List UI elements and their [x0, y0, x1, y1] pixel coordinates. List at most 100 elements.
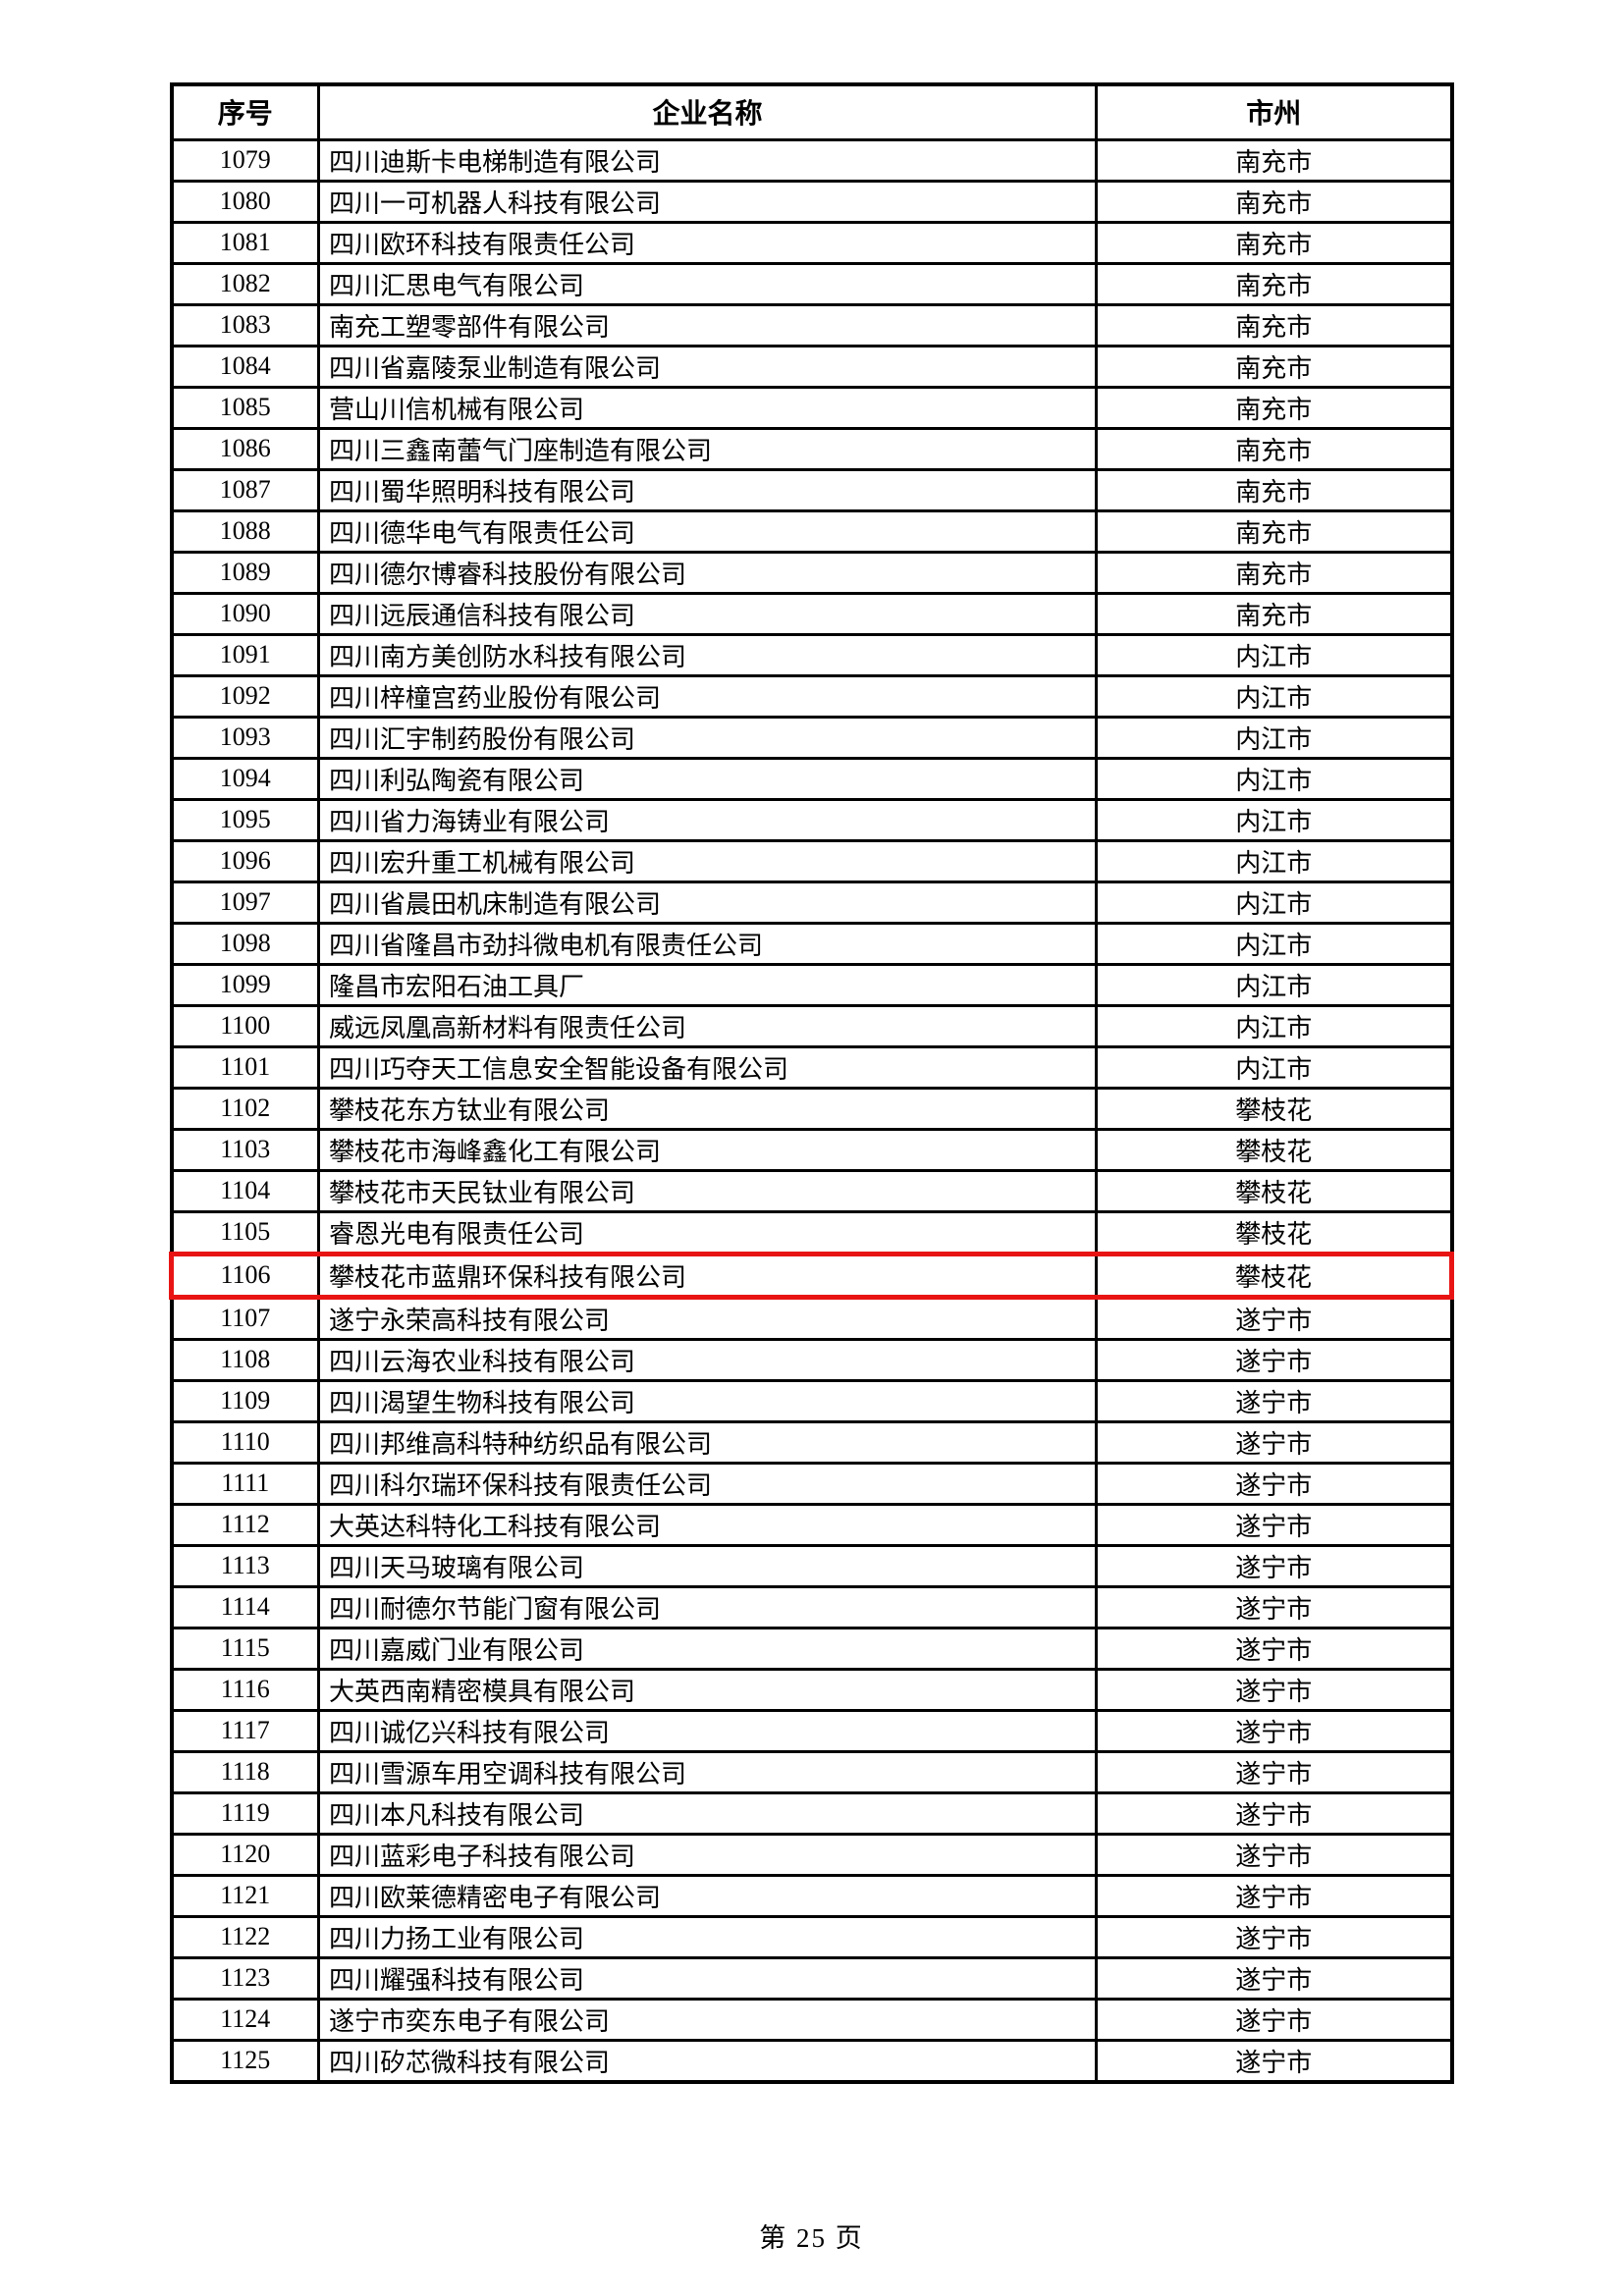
row-number-cell: 1123	[170, 1955, 320, 2001]
table-row: 1117 四川诚亿兴科技有限公司 遂宁市	[170, 1708, 1453, 1753]
city-cell: 南充市	[1095, 302, 1453, 347]
company-name-cell: 四川远辰通信科技有限公司	[317, 591, 1098, 636]
table-row: 1083 南充工塑零部件有限公司 南充市	[170, 302, 1453, 347]
company-name-cell: 四川省嘉陵泵业制造有限公司	[317, 344, 1098, 389]
company-name-cell: 四川巧夺天工信息安全智能设备有限公司	[317, 1044, 1098, 1090]
city-cell: 攀枝花	[1095, 1086, 1453, 1131]
company-name-cell: 四川科尔瑞环保科技有限责任公司	[317, 1461, 1098, 1506]
company-name-cell: 四川力扬工业有限公司	[317, 1914, 1098, 1959]
city-cell: 内江市	[1095, 756, 1453, 801]
company-name-cell: 四川欧莱德精密电子有限公司	[317, 1873, 1098, 1918]
city-cell: 攀枝花	[1095, 1168, 1453, 1213]
row-number-cell: 1114	[170, 1584, 320, 1629]
row-number-cell: 1109	[170, 1378, 320, 1423]
table-header-row: 序号 企业名称 市州	[170, 82, 1453, 141]
city-cell: 内江市	[1095, 632, 1453, 677]
table-row: 1114 四川耐德尔节能门窗有限公司 遂宁市	[170, 1584, 1453, 1629]
city-cell: 攀枝花	[1095, 1127, 1453, 1172]
city-cell: 遂宁市	[1095, 1749, 1453, 1794]
company-name-cell: 四川梓橦宫药业股份有限公司	[317, 673, 1098, 719]
row-number-cell: 1102	[170, 1086, 320, 1131]
city-cell: 遂宁市	[1095, 1584, 1453, 1629]
company-name-cell: 四川欧环科技有限责任公司	[317, 220, 1098, 265]
row-number-cell: 1115	[170, 1626, 320, 1671]
city-cell: 南充市	[1095, 344, 1453, 389]
row-number-cell: 1111	[170, 1461, 320, 1506]
city-cell: 遂宁市	[1095, 1708, 1453, 1753]
city-cell: 内江市	[1095, 962, 1453, 1007]
row-number-cell: 1086	[170, 426, 320, 471]
row-number-cell: 1092	[170, 673, 320, 719]
company-name-cell: 睿恩光电有限责任公司	[317, 1209, 1098, 1255]
table-row: 1107 遂宁永荣高科技有限公司 遂宁市	[170, 1295, 1453, 1341]
row-number-cell: 1103	[170, 1127, 320, 1172]
table-row: 1119 四川本凡科技有限公司 遂宁市	[170, 1790, 1453, 1836]
row-number-cell: 1117	[170, 1708, 320, 1753]
table-row: 1115 四川嘉威门业有限公司 遂宁市	[170, 1626, 1453, 1671]
company-name-cell: 四川渴望生物科技有限公司	[317, 1378, 1098, 1423]
city-cell: 遂宁市	[1095, 1626, 1453, 1671]
city-cell: 南充市	[1095, 591, 1453, 636]
company-name-cell: 四川雪源车用空调科技有限公司	[317, 1749, 1098, 1794]
row-number-cell: 1112	[170, 1502, 320, 1547]
row-number-cell: 1121	[170, 1873, 320, 1918]
table-row: 1099 隆昌市宏阳石油工具厂 内江市	[170, 962, 1453, 1007]
row-number-cell: 1107	[170, 1295, 320, 1341]
row-number-cell: 1095	[170, 797, 320, 842]
city-cell: 南充市	[1095, 508, 1453, 554]
row-number-cell: 1120	[170, 1832, 320, 1877]
table-row: 1089 四川德尔博睿科技股份有限公司 南充市	[170, 550, 1453, 595]
company-name-cell: 四川德尔博睿科技股份有限公司	[317, 550, 1098, 595]
city-cell: 南充市	[1095, 385, 1453, 430]
company-name-cell: 遂宁永荣高科技有限公司	[317, 1295, 1098, 1341]
company-name-cell: 威远凤凰高新材料有限责任公司	[317, 1003, 1098, 1048]
company-name-cell: 四川云海农业科技有限公司	[317, 1337, 1098, 1382]
city-cell: 遂宁市	[1095, 1419, 1453, 1465]
company-name-cell: 四川蓝彩电子科技有限公司	[317, 1832, 1098, 1877]
table-row: 1091 四川南方美创防水科技有限公司 内江市	[170, 632, 1453, 677]
city-cell: 遂宁市	[1095, 1543, 1453, 1588]
table-row: 1108 四川云海农业科技有限公司 遂宁市	[170, 1337, 1453, 1382]
company-name-cell: 四川嘉威门业有限公司	[317, 1626, 1098, 1671]
table-row: 1097 四川省晨田机床制造有限公司 内江市	[170, 880, 1453, 925]
table-row: 1082 四川汇思电气有限公司 南充市	[170, 261, 1453, 306]
table-header: 序号 企业名称 市州	[170, 82, 1453, 141]
company-name-cell: 四川省力海铸业有限公司	[317, 797, 1098, 842]
row-number-cell: 1088	[170, 508, 320, 554]
city-cell: 南充市	[1095, 426, 1453, 471]
table-body: 1079 四川迪斯卡电梯制造有限公司 南充市 1080 四川一可机器人科技有限公司 南充市…	[169, 137, 1454, 2083]
row-number-cell: 1099	[170, 962, 320, 1007]
city-cell: 南充市	[1095, 467, 1453, 512]
table-row: 1105 睿恩光电有限责任公司 攀枝花	[170, 1209, 1453, 1255]
table-row: 1112 大英达科特化工科技有限公司 遂宁市	[170, 1502, 1453, 1547]
company-name-cell: 四川邦维高科特种纺织品有限公司	[317, 1419, 1098, 1465]
table-row: 1087 四川蜀华照明科技有限公司 南充市	[170, 467, 1453, 512]
company-name-cell: 四川宏升重工机械有限公司	[317, 838, 1098, 883]
table-row: 1120 四川蓝彩电子科技有限公司 遂宁市	[170, 1832, 1453, 1877]
company-name-cell: 攀枝花市海峰鑫化工有限公司	[317, 1127, 1098, 1172]
row-number-cell: 1110	[170, 1419, 320, 1465]
row-number-cell: 1116	[170, 1667, 320, 1712]
city-cell: 内江市	[1095, 921, 1453, 966]
row-number-cell: 1089	[170, 550, 320, 595]
company-name-cell: 四川天马玻璃有限公司	[317, 1543, 1098, 1588]
city-cell: 遂宁市	[1095, 2038, 1453, 2083]
table-row: 1123 四川耀强科技有限公司 遂宁市	[170, 1955, 1453, 2001]
header-company-name: 企业名称	[317, 82, 1098, 141]
company-name-cell: 四川汇思电气有限公司	[317, 261, 1098, 306]
city-cell: 遂宁市	[1095, 1790, 1453, 1836]
row-number-cell: 1087	[170, 467, 320, 512]
company-name-cell: 四川南方美创防水科技有限公司	[317, 632, 1098, 677]
table-row: 1111 四川科尔瑞环保科技有限责任公司 遂宁市	[170, 1461, 1453, 1506]
company-name-cell: 四川省晨田机床制造有限公司	[317, 880, 1098, 925]
company-name-cell: 营山川信机械有限公司	[317, 385, 1098, 430]
table-row: 1125 四川矽芯微科技有限公司 遂宁市	[170, 2038, 1453, 2083]
header-serial-number: 序号	[170, 82, 320, 141]
city-cell: 南充市	[1095, 220, 1453, 265]
table-row: 1095 四川省力海铸业有限公司 内江市	[170, 797, 1453, 842]
city-cell: 内江市	[1095, 880, 1453, 925]
company-name-cell: 攀枝花市天民钛业有限公司	[317, 1168, 1098, 1213]
city-cell: 内江市	[1095, 673, 1453, 719]
city-cell: 内江市	[1095, 838, 1453, 883]
